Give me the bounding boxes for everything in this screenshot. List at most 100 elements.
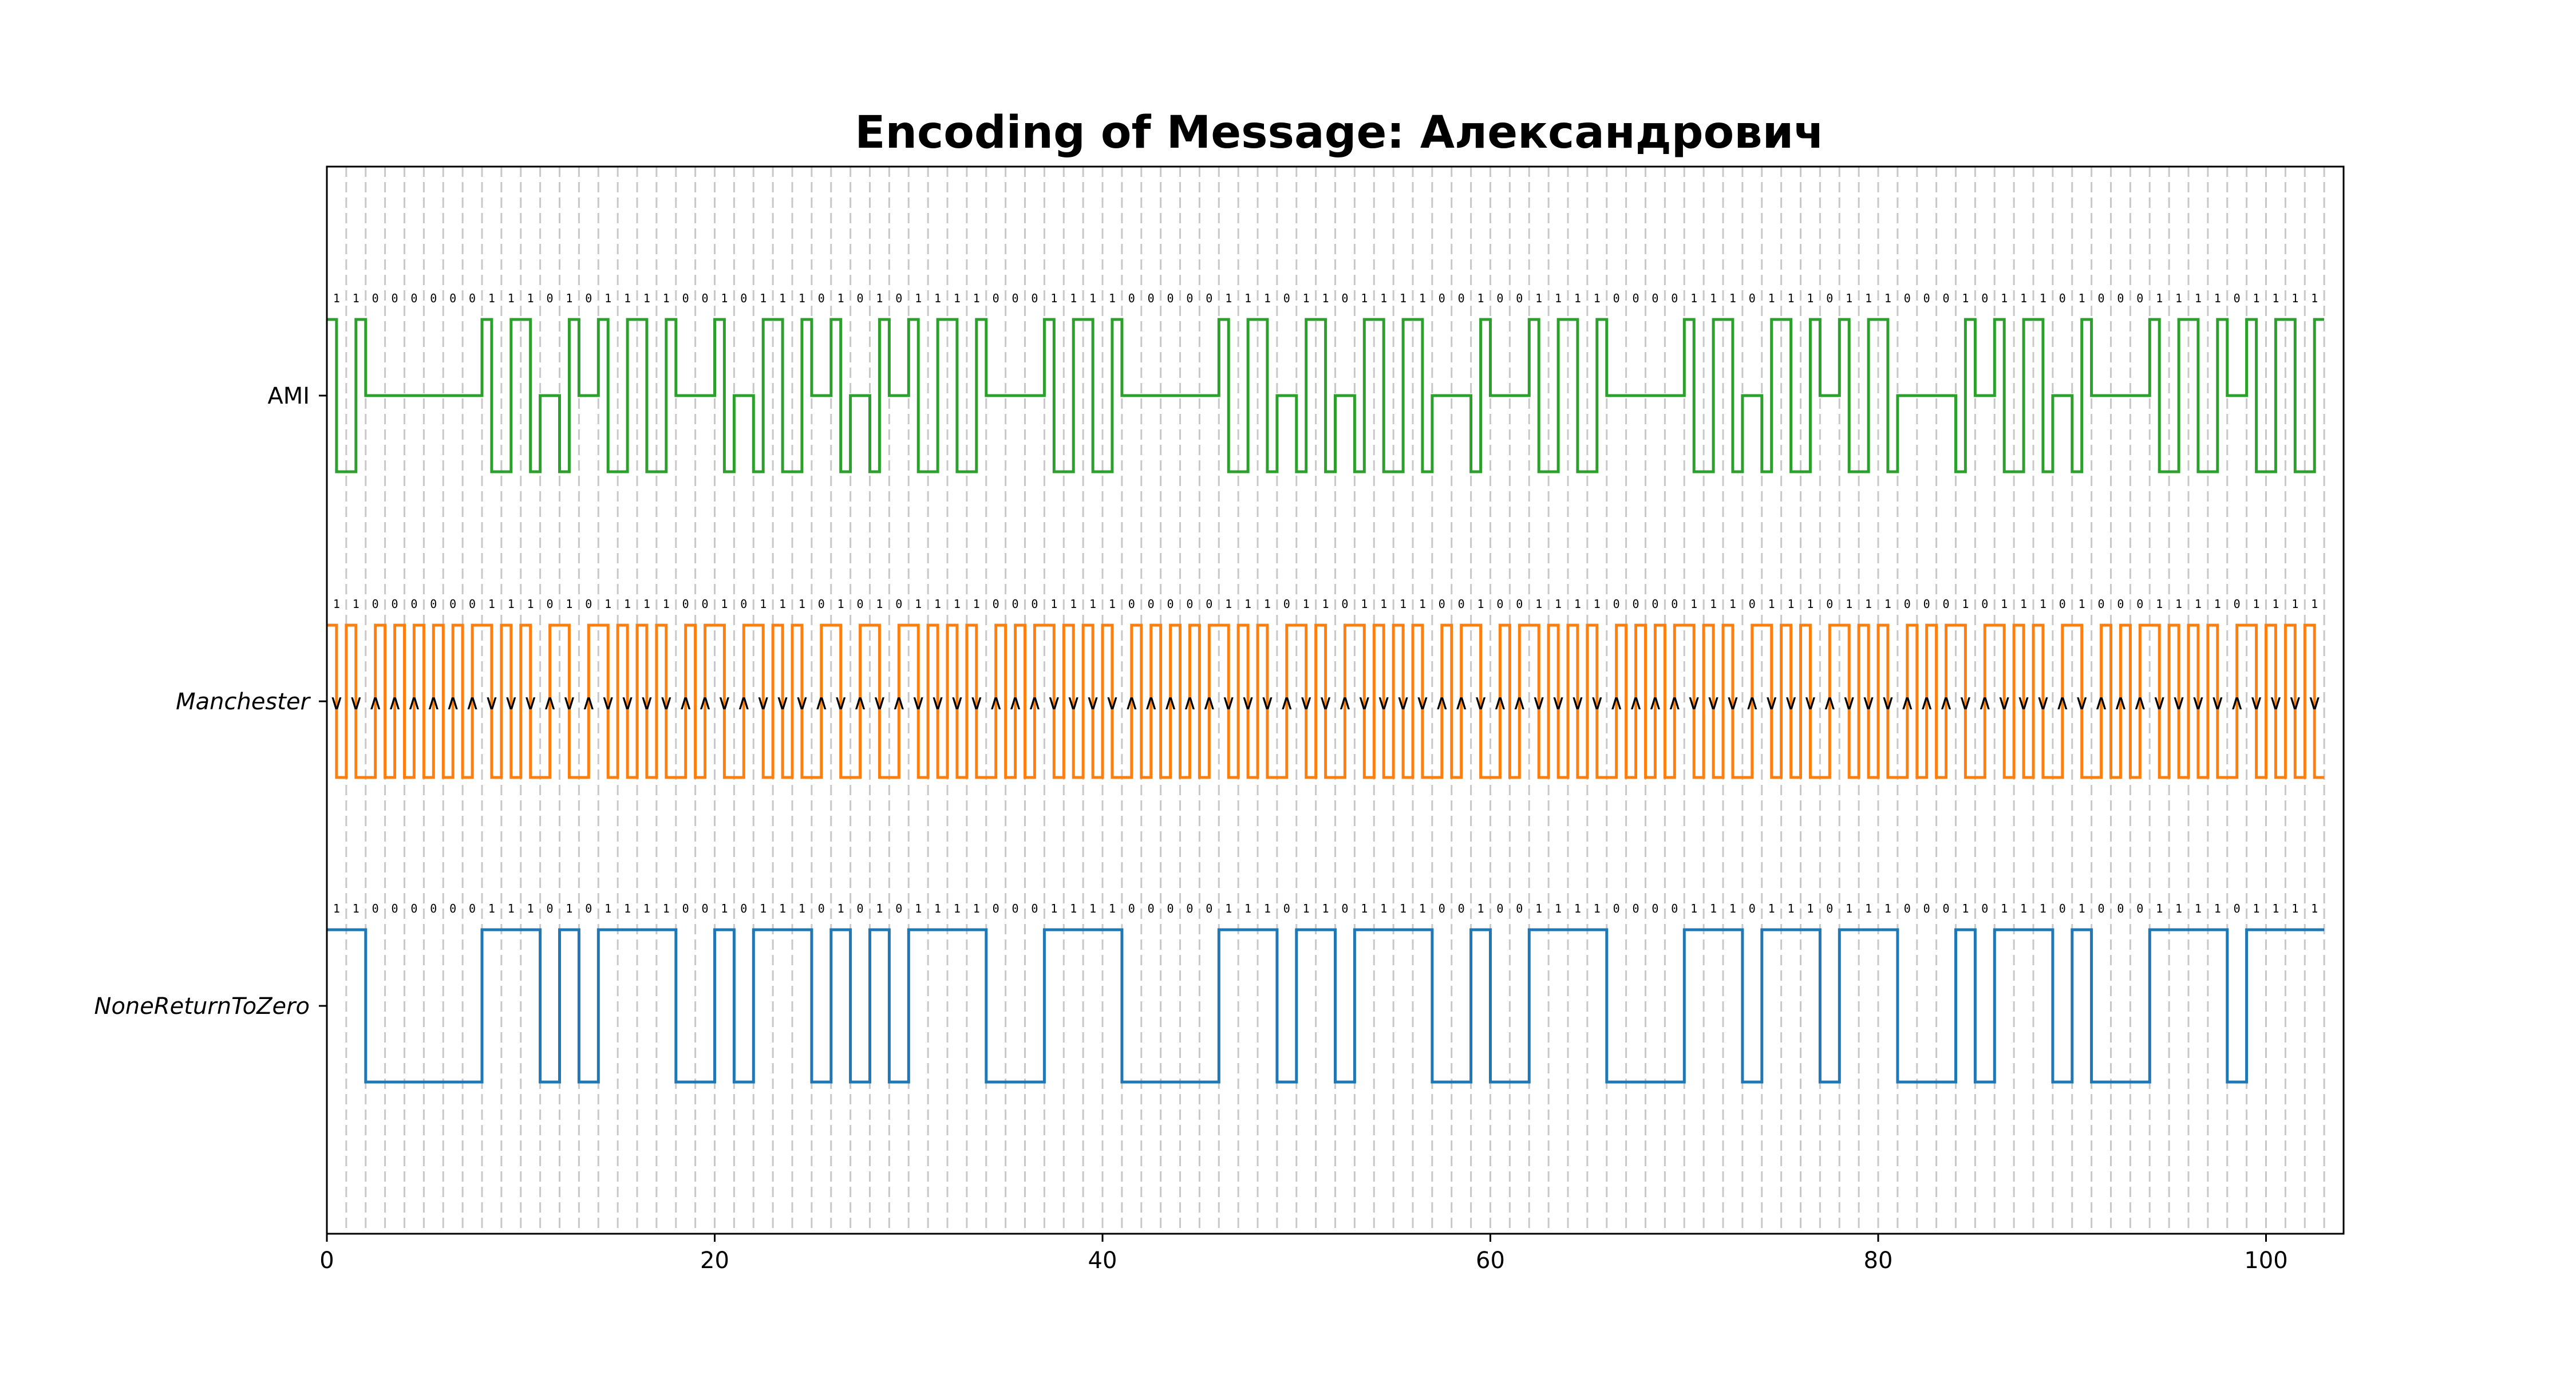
down-arrow-icon: ∨ [1783,691,1798,714]
down-arrow-icon: ∨ [504,691,519,714]
bit-label: 0 [1671,597,1678,611]
bit-label: 0 [1186,902,1193,915]
bit-label: 1 [934,291,941,305]
bit-label: 1 [1807,902,1814,915]
bit-label: 0 [392,291,398,305]
down-arrow-icon: ∨ [2171,691,2186,714]
bit-label: 1 [2175,291,2182,305]
down-arrow-icon: ∨ [1221,691,1236,714]
bit-label: 0 [1206,291,1212,305]
bit-label: 1 [527,902,534,915]
bit-label: 1 [1089,597,1096,611]
bit-label: 1 [1574,291,1581,305]
bit-label: 0 [818,597,825,611]
bit-label: 0 [1148,597,1155,611]
x-tick-label: 80 [1864,1247,1893,1274]
bit-label: 1 [1807,597,1814,611]
bit-label: 1 [2291,902,2298,915]
bit-label: 0 [740,597,747,611]
bit-label: 0 [585,902,592,915]
bit-label: 0 [702,597,709,611]
bit-label: 1 [1050,902,1057,915]
x-tick-label: 40 [1088,1247,1117,1274]
bit-label: 0 [2234,291,2241,305]
bit-label: 1 [2272,291,2279,305]
down-arrow-icon: ∨ [2036,691,2050,714]
bit-label: 1 [2020,597,2027,611]
bit-label: 1 [2079,597,2085,611]
bit-label: 1 [1380,291,1387,305]
down-arrow-icon: ∨ [2307,691,2322,714]
up-arrow-icon: ∧ [1900,691,1915,714]
bit-label: 1 [721,291,728,305]
bit-label: 0 [372,597,379,611]
bit-label: 1 [1070,291,1077,305]
bit-label: 1 [2272,597,2279,611]
up-arrow-icon: ∧ [1977,691,1992,714]
bit-label: 1 [605,597,611,611]
bit-label: 1 [508,597,515,611]
bit-label: 1 [1109,597,1116,611]
x-tick-label: 20 [700,1247,729,1274]
bit-label: 0 [1496,902,1503,915]
bit-label: 1 [1865,902,1872,915]
bit-label: 0 [1943,597,1950,611]
bit-label: 0 [1981,597,1988,611]
down-arrow-icon: ∨ [2268,691,2283,714]
up-arrow-icon: ∧ [1435,691,1449,714]
bit-label: 1 [508,902,515,915]
down-arrow-icon: ∨ [1803,691,1818,714]
bit-label: 0 [1167,291,1174,305]
bit-label: 0 [1439,291,1445,305]
up-arrow-icon: ∧ [1279,691,1294,714]
bit-label: 0 [2117,902,2124,915]
down-arrow-icon: ∨ [756,691,771,714]
down-arrow-icon: ∨ [2152,691,2167,714]
bit-label: 1 [799,902,805,915]
bit-label: 1 [2175,597,2182,611]
bit-label: 0 [1516,597,1523,611]
bit-label: 1 [973,291,980,305]
bit-label: 1 [934,597,941,611]
bit-label: 0 [2098,902,2105,915]
bit-label: 0 [1633,597,1639,611]
bit-label: 1 [1690,291,1697,305]
bit-label: 1 [1535,291,1542,305]
bit-label: 0 [547,291,554,305]
bit-label: 0 [430,597,437,611]
bit-label: 1 [721,902,728,915]
down-arrow-icon: ∨ [600,691,615,714]
down-arrow-icon: ∨ [1706,691,1721,714]
bit-label: 1 [760,902,767,915]
bit-label: 1 [1419,597,1426,611]
down-arrow-icon: ∨ [1473,691,1488,714]
bit-label: 0 [2234,597,2241,611]
bit-label: 1 [2311,597,2318,611]
bit-label: 1 [566,902,572,915]
bit-label: 1 [605,902,611,915]
down-arrow-icon: ∨ [349,691,364,714]
down-arrow-icon: ∨ [1570,691,1585,714]
up-arrow-icon: ∧ [1124,691,1139,714]
bit-label: 0 [1439,597,1445,611]
bit-label: 1 [1555,597,1562,611]
up-arrow-icon: ∧ [1163,691,1178,714]
up-arrow-icon: ∧ [1628,691,1643,714]
bit-label: 1 [1264,902,1271,915]
bit-label: 1 [2311,902,2318,915]
up-arrow-icon: ∧ [2132,691,2147,714]
bit-label: 1 [2001,291,2008,305]
bit-label: 0 [1128,597,1135,611]
bit-label: 1 [2311,291,2318,305]
up-arrow-icon: ∧ [2055,691,2070,714]
up-arrow-icon: ∧ [697,691,712,714]
bit-label: 0 [1206,597,1212,611]
bit-label: 0 [372,291,379,305]
bit-label: 1 [1768,597,1775,611]
up-arrow-icon: ∧ [2230,691,2245,714]
bit-label: 0 [410,291,417,305]
down-arrow-icon: ∨ [2287,691,2302,714]
bit-label: 1 [2001,597,2008,611]
bit-label: 1 [2253,902,2260,915]
